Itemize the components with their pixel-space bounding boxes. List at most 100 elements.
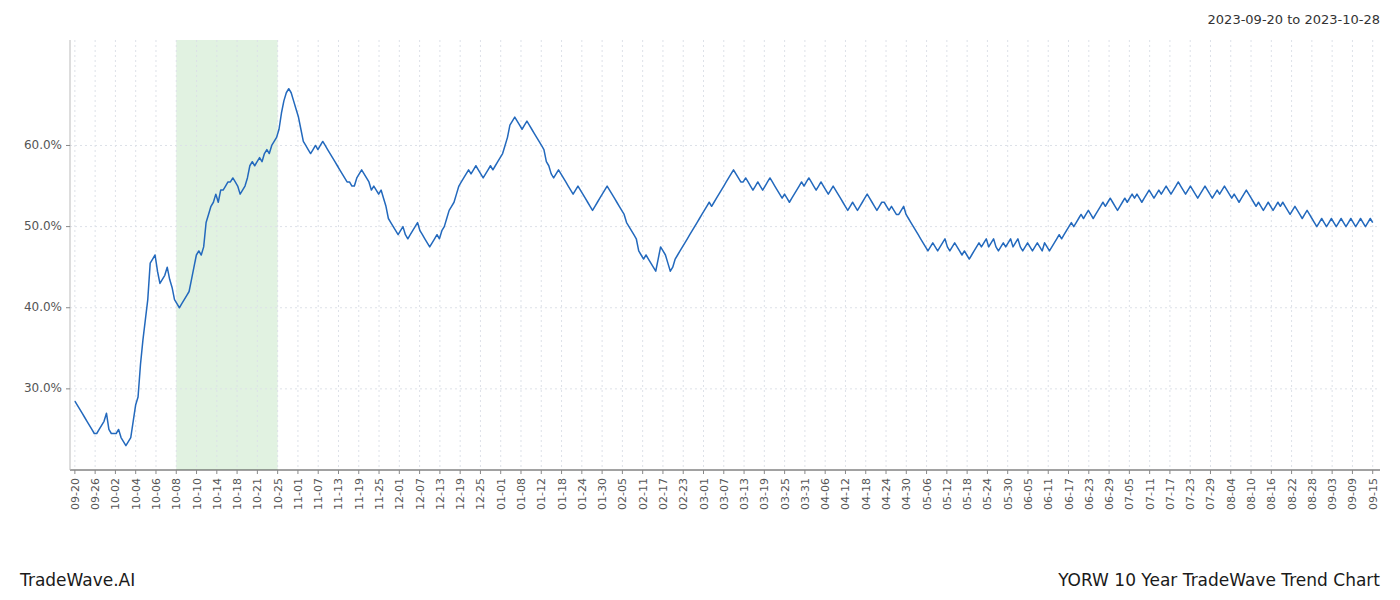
x-tick [338,470,339,474]
grid-line-x [1291,40,1292,470]
x-tick-label: 08-16 [1265,478,1278,510]
x-tick-label: 10-04 [130,478,143,510]
x-tick [946,470,947,474]
grid-line-x [926,40,927,470]
x-tick [1007,470,1008,474]
x-tick-label: 03-07 [718,478,731,510]
x-tick-label: 05-30 [1002,478,1015,510]
x-tick-label: 08-22 [1286,478,1299,510]
x-tick-label: 04-30 [900,478,913,510]
x-tick-label: 04-18 [860,478,873,510]
chart: 30.0%40.0%50.0%60.0%09-2009-2610-0210-04… [0,0,1400,600]
grid-line-x [115,40,116,470]
grid-line-x [74,40,75,470]
x-tick [845,470,846,474]
x-tick [987,470,988,474]
x-tick [906,470,907,474]
x-tick-label: 06-23 [1083,478,1096,510]
x-tick-label: 01-01 [495,478,508,510]
grid-line-x [318,40,319,470]
x-tick [1109,470,1110,474]
grid-line-x [987,40,988,470]
grid-line-x [1149,40,1150,470]
x-tick [297,470,298,474]
x-tick-label: 09-20 [69,478,82,510]
x-tick [683,470,684,474]
grid-line-y [70,388,1380,389]
x-tick-label: 12-25 [474,478,487,510]
x-tick [439,470,440,474]
x-tick-label: 11-01 [292,478,305,510]
x-tick-label: 09-09 [1346,478,1359,510]
grid-line-x [1027,40,1028,470]
x-tick-label: 08-04 [1225,478,1238,510]
grid-line-x [500,40,501,470]
grid-line-x [825,40,826,470]
x-tick-label: 07-17 [1164,478,1177,510]
x-tick [723,470,724,474]
x-tick [1230,470,1231,474]
x-tick-label: 04-12 [839,478,852,510]
subtitle: 2023-09-20 to 2023-10-28 [1208,12,1380,27]
x-tick [1048,470,1049,474]
grid-line-x [1169,40,1170,470]
grid-line-x [865,40,866,470]
grid-line-x [1230,40,1231,470]
x-tick-label: 02-17 [657,478,670,510]
grid-line-x [703,40,704,470]
y-tick-label: 40.0% [24,300,62,314]
x-tick-label: 06-29 [1103,478,1116,510]
x-tick [318,470,319,474]
grid-line-x [520,40,521,470]
x-tick [196,470,197,474]
x-tick [1129,470,1130,474]
x-tick [602,470,603,474]
grid-line-x [379,40,380,470]
x-tick [419,470,420,474]
x-axis-line [70,470,1380,471]
grid-line-y [70,145,1380,146]
y-tick [66,388,70,389]
x-tick-label: 07-11 [1144,478,1157,510]
y-tick-label: 60.0% [24,138,62,152]
x-tick-label: 12-01 [393,478,406,510]
x-tick-label: 11-13 [332,478,345,510]
x-tick [1311,470,1312,474]
x-tick [1190,470,1191,474]
x-tick-label: 06-17 [1063,478,1076,510]
y-tick-label: 50.0% [24,219,62,233]
grid-line-x [541,40,542,470]
x-tick [744,470,745,474]
grid-line-x [1109,40,1110,470]
x-tick-label: 01-08 [515,478,528,510]
grid-line-y [70,307,1380,308]
x-tick [967,470,968,474]
grid-line-x [1068,40,1069,470]
grid-line-x [845,40,846,470]
grid-line-x [1190,40,1191,470]
grid [70,40,1380,470]
y-tick [66,226,70,227]
grid-line-x [784,40,785,470]
x-tick [1352,470,1353,474]
grid-line-x [216,40,217,470]
x-tick [764,470,765,474]
x-tick [74,470,75,474]
x-tick-label: 05-06 [921,478,934,510]
grid-line-x [358,40,359,470]
x-tick-label: 02-23 [677,478,690,510]
x-tick [257,470,258,474]
plot-area [70,40,1380,470]
x-tick-label: 06-05 [1022,478,1035,510]
x-tick [95,470,96,474]
grid-line-x [886,40,887,470]
x-tick [1088,470,1089,474]
x-tick [115,470,116,474]
grid-line-x [1332,40,1333,470]
x-tick [277,470,278,474]
x-tick [804,470,805,474]
grid-line-x [277,40,278,470]
x-tick-label: 04-24 [880,478,893,510]
title: YORW 10 Year TradeWave Trend Chart [1057,570,1380,590]
x-tick-label: 09-26 [89,478,102,510]
